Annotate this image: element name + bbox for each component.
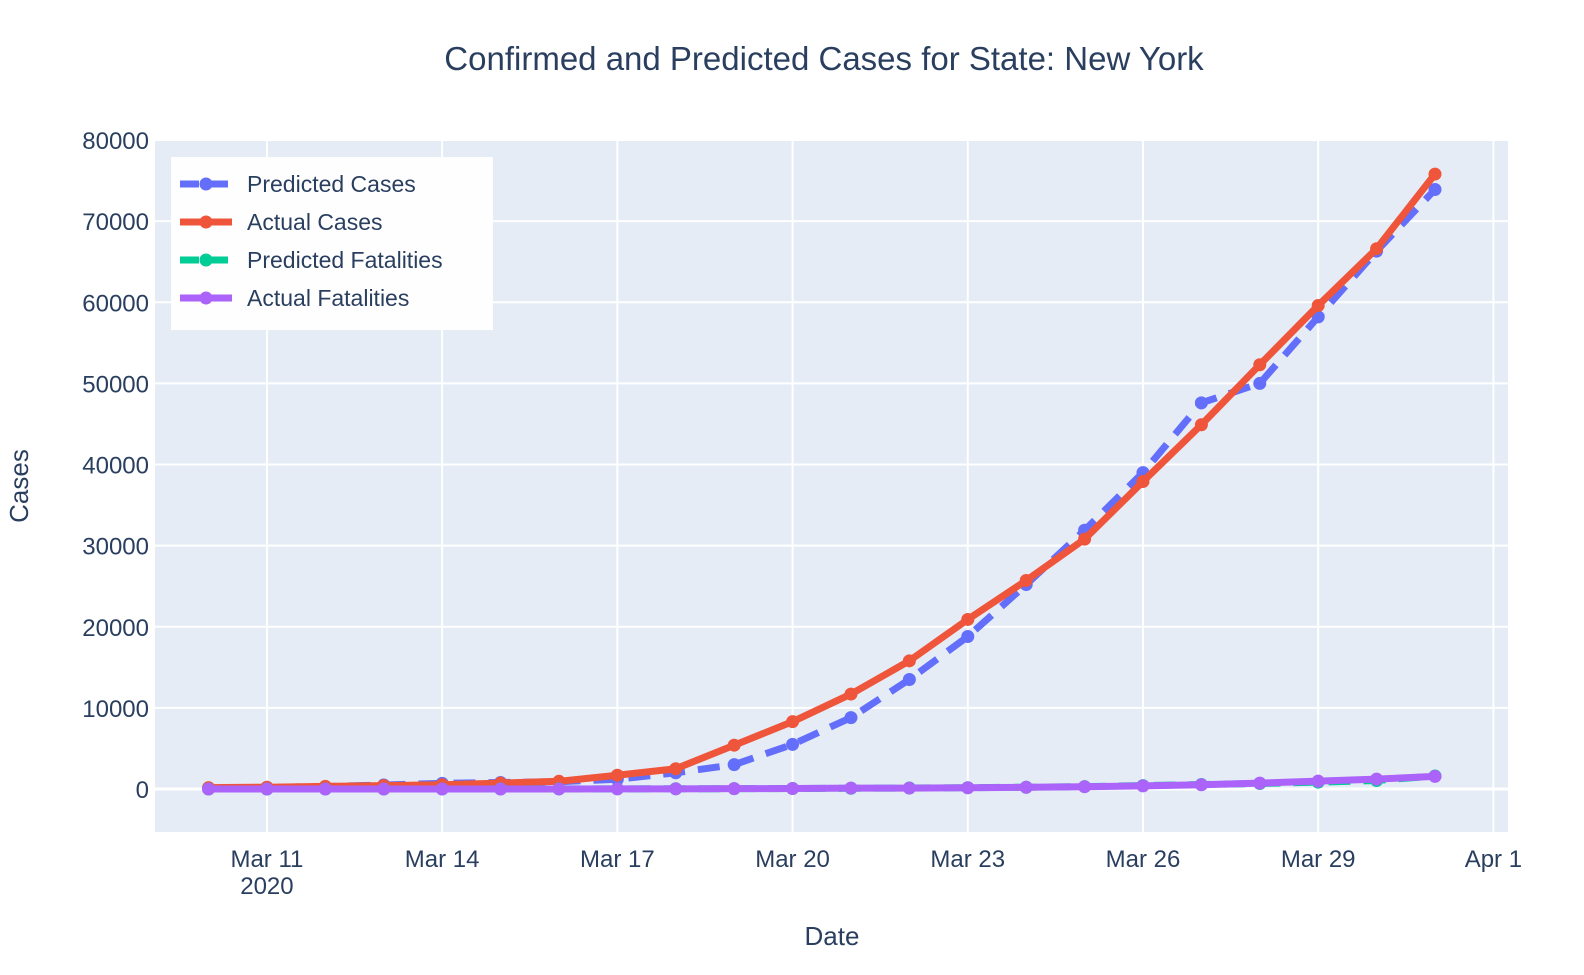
data-point-actual-cases xyxy=(844,687,858,701)
data-point-actual-cases xyxy=(786,715,800,729)
data-point-actual-fatalities xyxy=(1136,779,1150,793)
series-line-actual-cases xyxy=(208,171,1438,792)
data-point-predicted-cases xyxy=(902,672,916,686)
data-point-actual-fatalities xyxy=(1019,780,1033,794)
data-point-actual-fatalities xyxy=(844,781,858,795)
legend-label: Actual Cases xyxy=(247,209,383,235)
data-point-predicted-cases xyxy=(1253,376,1267,390)
x-tick-label: Mar 17 xyxy=(580,846,655,873)
chart-title: Confirmed and Predicted Cases for State:… xyxy=(444,40,1204,77)
y-tick-label: 30000 xyxy=(82,534,149,561)
x-tick-sublabel: 2020 xyxy=(240,873,293,900)
x-tick-label: Mar 29 xyxy=(1281,846,1356,873)
data-point-actual-cases xyxy=(1370,242,1384,256)
x-tick-label: Apr 1 xyxy=(1465,846,1522,873)
x-tick-label: Mar 26 xyxy=(1106,846,1181,873)
data-point-actual-fatalities xyxy=(435,782,449,796)
data-point-actual-fatalities xyxy=(552,782,566,796)
data-point-actual-cases xyxy=(961,612,975,626)
data-point-actual-cases xyxy=(610,768,624,782)
x-tick-label: Mar 23 xyxy=(930,846,1005,873)
data-point-actual-fatalities xyxy=(202,782,216,796)
data-point-actual-fatalities xyxy=(961,781,975,795)
data-point-actual-fatalities xyxy=(610,782,624,796)
data-point-actual-fatalities xyxy=(727,782,741,796)
data-point-actual-cases xyxy=(1019,574,1033,588)
data-point-actual-fatalities xyxy=(786,781,800,795)
data-point-actual-cases xyxy=(1078,532,1092,546)
x-tick-label: Mar 20 xyxy=(755,846,830,873)
y-tick-label: 40000 xyxy=(82,453,149,480)
data-point-actual-fatalities xyxy=(494,782,508,796)
data-point-actual-fatalities xyxy=(902,781,916,795)
data-point-actual-fatalities xyxy=(260,782,274,796)
data-point-actual-fatalities xyxy=(669,782,683,796)
y-tick-label: 10000 xyxy=(82,696,149,723)
data-point-actual-cases xyxy=(1253,358,1267,372)
x-tick-label: Mar 14 xyxy=(405,846,480,873)
legend-swatch-marker xyxy=(199,253,213,267)
series-actual-fatalities xyxy=(202,769,1442,796)
y-axis-ticks: 0 10000 20000 30000 40000 50000 60000 70000 8000… xyxy=(82,128,149,804)
y-tick-label: 60000 xyxy=(82,290,149,317)
legend-item-actual-fatalities[interactable]: Actual Fatalities xyxy=(180,285,409,311)
legend-swatch-marker xyxy=(199,215,213,229)
data-point-actual-fatalities xyxy=(318,782,332,796)
y-axis-title: Cases xyxy=(4,449,34,523)
data-point-predicted-cases xyxy=(786,737,800,751)
data-point-actual-cases xyxy=(1311,298,1325,312)
legend-swatch-marker xyxy=(199,177,213,191)
data-point-actual-fatalities xyxy=(1311,774,1325,788)
series-layer xyxy=(202,167,1442,796)
y-tick-label: 70000 xyxy=(82,209,149,236)
data-point-actual-fatalities xyxy=(1428,769,1442,783)
data-point-predicted-cases xyxy=(1428,182,1442,196)
data-point-actual-fatalities xyxy=(1253,776,1267,790)
data-point-actual-cases xyxy=(669,762,683,776)
legend[interactable]: Predicted Cases Actual Cases Predicted Fat… xyxy=(171,157,493,330)
legend-label: Predicted Fatalities xyxy=(247,247,443,273)
data-point-actual-fatalities xyxy=(1078,780,1092,794)
data-point-actual-cases xyxy=(727,738,741,752)
legend-label: Predicted Cases xyxy=(247,171,416,197)
y-tick-label: 80000 xyxy=(82,128,149,155)
series-line-actual-fatalities xyxy=(208,772,1436,793)
data-point-actual-cases xyxy=(902,654,916,668)
x-tick-label: Mar 11 xyxy=(230,846,303,873)
y-tick-label: 20000 xyxy=(82,615,149,642)
legend-item-predicted-cases[interactable]: Predicted Cases xyxy=(180,171,416,197)
legend-item-predicted-fatalities[interactable]: Predicted Fatalities xyxy=(180,247,443,273)
y-tick-label: 50000 xyxy=(82,371,149,398)
y-tick-label: 0 xyxy=(136,777,149,804)
data-point-predicted-cases xyxy=(844,711,858,725)
data-point-predicted-cases xyxy=(961,629,975,643)
data-point-actual-fatalities xyxy=(1370,772,1384,786)
data-point-predicted-cases xyxy=(1194,396,1208,410)
legend-item-actual-cases[interactable]: Actual Cases xyxy=(180,209,383,235)
legend-label: Actual Fatalities xyxy=(247,285,409,311)
data-point-actual-cases xyxy=(1136,475,1150,489)
legend-swatch-marker xyxy=(199,291,213,305)
data-point-actual-cases xyxy=(1194,418,1208,432)
data-point-actual-cases xyxy=(1428,167,1442,181)
data-point-actual-fatalities xyxy=(1194,778,1208,792)
data-point-actual-fatalities xyxy=(377,782,391,796)
x-axis-title: Date xyxy=(805,921,860,951)
data-point-predicted-cases xyxy=(727,758,741,772)
